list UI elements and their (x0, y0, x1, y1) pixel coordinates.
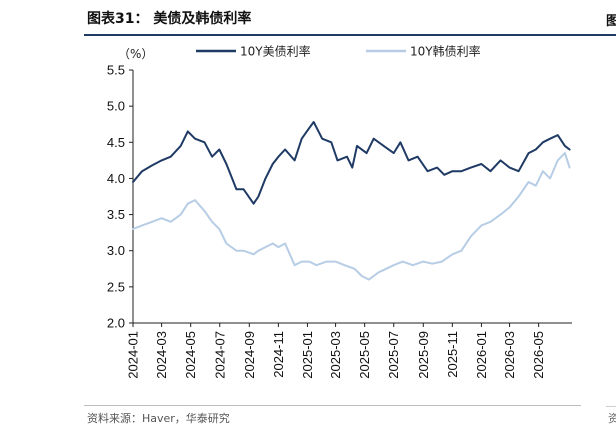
y-unit-label: （%） (118, 47, 153, 61)
x-tick-label: 2024-11 (271, 331, 286, 378)
legend-item-kr-10y-label: 10Y韩债利率 (410, 44, 481, 59)
x-tick-label: 2024-07 (212, 331, 227, 379)
legend-item-us-10y-label: 10Y美债利率 (240, 44, 311, 59)
edge-fragment-top: 图 (606, 14, 616, 29)
footer-rule (84, 405, 581, 406)
x-tick-label: 2025-03 (328, 331, 343, 379)
source-note: 资料来源：Haver，华泰研究 (87, 412, 230, 425)
y-tick-label: 3.5 (107, 207, 125, 222)
x-tick-label: 2024-01 (126, 331, 141, 379)
x-tick-label: 2025-07 (386, 331, 401, 379)
x-tick-label: 2026-03 (502, 331, 517, 379)
x-tick-label: 2026-01 (474, 331, 489, 379)
x-tick-label: 2026-05 (531, 331, 546, 379)
series-layer (132, 121, 571, 281)
y-tick-label: 5.0 (107, 99, 125, 114)
y-tick-label: 4.5 (107, 135, 125, 150)
series-line-us-10y (132, 121, 571, 205)
x-tick-label: 2024-03 (154, 331, 169, 379)
x-tick-label: 2024-09 (242, 331, 257, 379)
y-tick-label: 5.5 (107, 63, 125, 78)
edge-fragment-bottom: 资 (608, 412, 616, 425)
series-line-kr-10y (132, 152, 571, 281)
x-tick-label: 2024-05 (183, 331, 198, 379)
y-tick-label: 3.0 (107, 243, 125, 258)
x-tick-label: 2025-11 (445, 331, 460, 378)
x-tick-label: 2025-05 (357, 331, 372, 379)
y-tick-label: 2.0 (107, 316, 125, 331)
y-tick-label: 4.0 (107, 171, 125, 186)
legend: 10Y美债利率 10Y韩债利率 (196, 44, 481, 59)
title-rule (84, 34, 616, 36)
figure-title: 图表31： 美债及韩债利率 (87, 11, 252, 27)
edge-rule (606, 406, 616, 407)
x-tick-label: 2025-01 (300, 331, 315, 379)
x-tick-label: 2025-09 (416, 331, 431, 379)
y-tick-label: 2.5 (107, 279, 125, 294)
